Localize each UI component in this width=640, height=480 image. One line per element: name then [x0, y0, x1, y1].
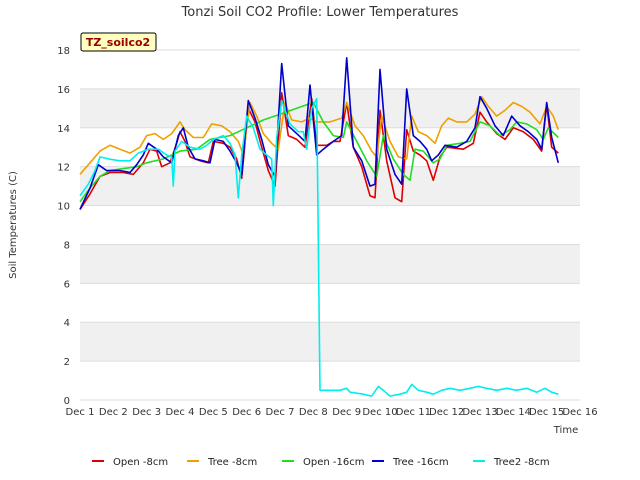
x-axis-label: Time [553, 425, 578, 436]
x-tick-label: Dec 1 [66, 407, 95, 418]
legend-label: Open -8cm [113, 457, 168, 468]
x-tick-label: Dec 4 [166, 407, 195, 418]
badge-label: TZ_soilco2 [86, 36, 150, 49]
x-tick-label: Dec 6 [232, 407, 261, 418]
y-axis-label: Soil Temperatures (C) [8, 171, 19, 279]
y-tick-label: 10 [57, 202, 70, 213]
badge-box [80, 32, 157, 52]
x-tick-label: Dec 9 [332, 407, 361, 418]
x-tick-label: Dec 2 [99, 407, 128, 418]
x-tick-label: Dec 13 [462, 407, 497, 418]
y-tick-label: 2 [64, 357, 70, 368]
legend: Open -8cm Tree -8cm Open -16cm Tree -16cm Tr… [92, 457, 550, 468]
y-tick-label: 6 [64, 279, 70, 290]
legend-item: Open -16cm [282, 457, 364, 468]
x-tick-label: Dec 11 [396, 407, 431, 418]
badge: TZ_soilco2 [80, 32, 157, 52]
x-tick-label: Dec 7 [266, 407, 295, 418]
gridlines [80, 49, 580, 401]
plot-band [80, 361, 580, 400]
y-tick-label: 4 [64, 318, 70, 329]
x-tick-label: Dec 5 [199, 407, 228, 418]
chart-title: Tonzi Soil CO2 Profile: Lower Temperatur… [181, 5, 459, 20]
legend-item: Open -8cm [92, 457, 168, 468]
legend-label: Tree -16cm [392, 457, 449, 468]
x-tick-label: Dec 10 [362, 407, 397, 418]
series-line-tree-8cm [79, 95, 560, 175]
x-tick-label: Dec 3 [132, 407, 161, 418]
legend-label: Tree -8cm [207, 457, 257, 468]
x-axis-ticks: Dec 1 Dec 2 Dec 3 Dec 4 Dec 5 Dec 6 Dec 7 Dec 8… [66, 407, 598, 418]
legend-item: Tree -8cm [187, 457, 257, 468]
plot-band [80, 166, 580, 206]
plot-band [80, 205, 580, 245]
y-tick-label: 8 [64, 240, 70, 251]
y-tick-label: 12 [57, 163, 70, 174]
series-line-tree-16cm [79, 57, 560, 210]
y-tick-label: 0 [64, 396, 70, 407]
y-tick-label: 16 [57, 85, 70, 96]
plot-band [80, 283, 580, 323]
legend-item: Tree -16cm [372, 457, 449, 468]
y-axis-ticks: 0 2 4 6 8 10 12 14 16 18 [57, 46, 70, 407]
x-tick-label: Dec 14 [496, 407, 531, 418]
plot-band [80, 244, 580, 284]
x-tick-label: Dec 16 [562, 407, 597, 418]
series-line-tree2-8cm [79, 97, 559, 397]
plot-band [80, 322, 580, 362]
x-tick-label: Dec 12 [429, 407, 464, 418]
plot-band [80, 50, 580, 89]
legend-item: Tree2 -8cm [473, 457, 550, 468]
series-lines [79, 57, 560, 397]
plot-area [80, 50, 580, 400]
x-tick-label: Dec 8 [299, 407, 328, 418]
y-tick-label: 18 [57, 46, 70, 57]
y-tick-label: 14 [57, 124, 70, 135]
legend-label: Open -16cm [303, 457, 364, 468]
legend-label: Tree2 -8cm [493, 457, 550, 468]
x-tick-label: Dec 15 [529, 407, 564, 418]
